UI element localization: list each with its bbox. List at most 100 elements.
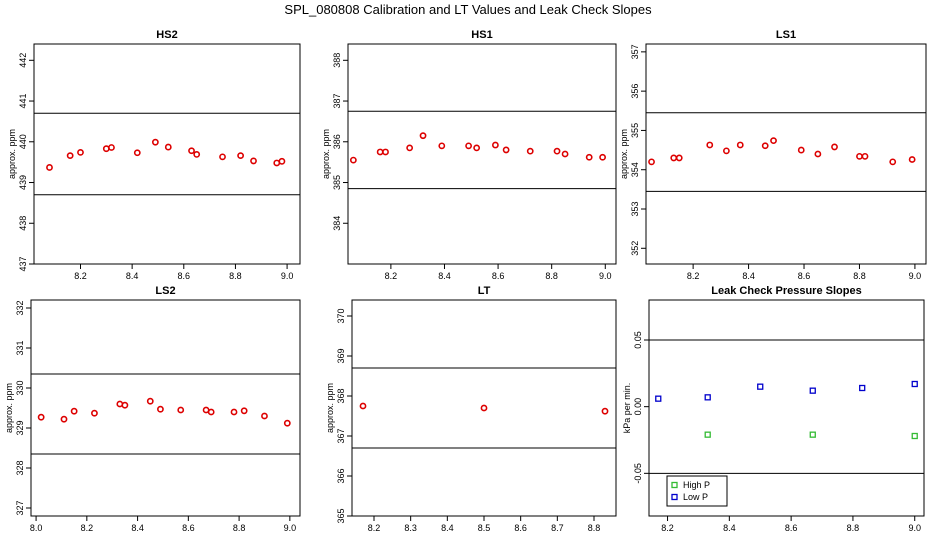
y-tick-label: 353 (630, 201, 640, 216)
data-point (91, 409, 98, 417)
x-tick-label: 8.8 (588, 523, 601, 533)
x-tick-label: 8.6 (514, 523, 527, 533)
y-tick-label: 368 (336, 388, 346, 403)
y-axis-label: approx. ppm (321, 129, 331, 179)
data-point (382, 148, 389, 156)
data-point (250, 157, 257, 165)
data-point (599, 153, 606, 161)
y-tick-label: 356 (630, 84, 640, 99)
data-point (164, 143, 172, 151)
data-point (911, 380, 918, 388)
x-tick-label: 9.0 (909, 271, 922, 281)
data-point (757, 383, 764, 390)
data-point (376, 148, 384, 156)
data-point (859, 384, 866, 392)
chart-title: Leak Check Pressure Slopes (711, 285, 861, 297)
y-tick-label: 330 (15, 380, 25, 395)
x-tick-label: 8.0 (30, 523, 43, 533)
data-point (814, 150, 822, 158)
data-point (670, 154, 678, 162)
y-tick-label: 437 (18, 256, 28, 271)
chart-panel: LS2 8.0 8.2 8.4 8.6 8.8 9.0 327 328 329 330 331 332 a… (0, 280, 312, 540)
y-tick-label: 329 (15, 420, 25, 435)
plot-frame (351, 299, 617, 517)
data-point (585, 153, 593, 161)
chart-panel: HS2 8.2 8.4 8.6 8.8 9.0 437 438 439 440 441 442 appr… (0, 18, 312, 281)
x-tick-label: 8.6 (182, 523, 195, 533)
chart-title: LS1 (776, 29, 796, 41)
y-tick-label: 369 (336, 348, 346, 363)
y-tick-label: 386 (332, 134, 342, 149)
data-point (177, 406, 185, 414)
chart-svg: Leak Check Pressure Slopes 8.2 8.4 8.6 8.8 9.… (622, 285, 925, 533)
y-tick-label: 384 (332, 216, 342, 231)
x-tick-label: 8.3 (404, 523, 417, 533)
x-tick-label: 8.8 (229, 271, 242, 281)
data-point (121, 401, 129, 409)
x-tick-label: 8.5 (478, 523, 491, 533)
data-point (491, 141, 499, 149)
data-point (237, 152, 245, 160)
data-point (77, 148, 84, 156)
plot-frame (347, 43, 617, 265)
x-tick-label: 8.6 (178, 271, 191, 281)
y-axis-label: approx. ppm (4, 383, 14, 433)
chart-panel: HS1 8.2 8.4 8.6 8.8 9.0 384 385 386 387 388 approx.… (312, 18, 624, 281)
legend-box (666, 475, 728, 507)
data-point (809, 387, 816, 394)
data-point (219, 153, 226, 161)
x-tick-label: 8.6 (785, 523, 798, 533)
y-tick-label: 439 (18, 175, 28, 190)
x-tick-label: 8.6 (798, 271, 811, 281)
x-tick-label: 9.0 (599, 271, 612, 281)
data-point (438, 142, 446, 150)
data-point (856, 152, 863, 160)
data-point (240, 407, 248, 415)
legend-label: High P (683, 480, 710, 490)
y-tick-label: 441 (18, 94, 28, 109)
x-tick-label: 9.0 (284, 523, 297, 533)
plot-frame (645, 43, 927, 265)
data-point (60, 415, 68, 423)
x-tick-label: 8.2 (385, 271, 398, 281)
y-tick-label: 354 (630, 162, 640, 177)
x-tick-label: 8.2 (74, 271, 87, 281)
x-tick-label: 8.4 (441, 523, 454, 533)
chart-svg: LS2 8.0 8.2 8.4 8.6 8.8 9.0 327 328 329 330 331 332 a… (4, 285, 301, 533)
x-tick-label: 8.8 (545, 271, 558, 281)
y-tick-label: 366 (336, 468, 346, 483)
data-point (704, 394, 711, 401)
y-tick-label: -0.05 (633, 463, 643, 484)
x-tick-label: 8.8 (847, 523, 860, 533)
chart-svg: LT 8.2 8.3 8.4 8.5 8.6 8.7 8.8 365 366 367 368 369 37… (325, 285, 617, 533)
y-tick-label: 385 (332, 175, 342, 190)
data-point (359, 402, 367, 410)
data-point (157, 405, 164, 413)
chart-svg: HS1 8.2 8.4 8.6 8.8 9.0 384 385 386 387 388 approx.… (321, 29, 617, 281)
data-point (831, 143, 838, 151)
x-tick-label: 8.4 (723, 523, 736, 533)
data-point (406, 144, 414, 152)
y-tick-label: 365 (336, 508, 346, 523)
x-tick-label: 9.0 (908, 523, 921, 533)
data-point (736, 141, 744, 149)
data-point (207, 408, 215, 416)
chart-title: HS1 (471, 29, 492, 41)
y-tick-label: 331 (15, 340, 25, 355)
data-point (502, 146, 510, 154)
data-point (648, 158, 655, 166)
data-point (278, 157, 286, 165)
data-point (230, 408, 238, 416)
data-point (473, 144, 481, 152)
data-point (675, 154, 683, 162)
chart-svg: HS2 8.2 8.4 8.6 8.8 9.0 437 438 439 440 441 442 appr… (7, 29, 301, 281)
data-point (283, 419, 291, 427)
data-point (66, 152, 74, 160)
y-tick-label: 370 (336, 308, 346, 323)
x-tick-label: 8.4 (438, 271, 451, 281)
data-point (704, 431, 711, 438)
data-point (46, 164, 53, 171)
data-point (146, 397, 154, 405)
data-point (861, 152, 869, 160)
data-point (37, 413, 45, 421)
